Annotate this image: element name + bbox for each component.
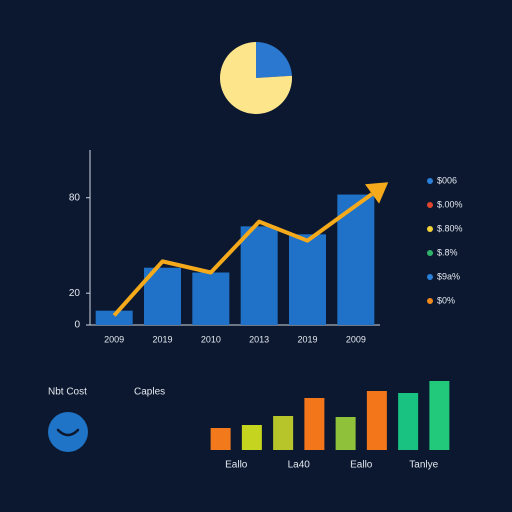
x-tick-label: La40: [288, 460, 311, 471]
legend-label: $.8%: [437, 247, 458, 257]
x-tick-label: 2019: [152, 334, 172, 344]
legend-label: $0%: [437, 295, 455, 305]
bar: [240, 226, 278, 325]
pie-slice: [256, 42, 292, 78]
x-tick-label: 2010: [201, 334, 221, 344]
bar: [429, 381, 450, 450]
legend-swatch: [427, 202, 433, 208]
icon-smile: [56, 428, 80, 437]
y-tick-label: 20: [69, 288, 81, 299]
label: Nbt Cost: [48, 387, 87, 398]
bar: [95, 310, 133, 325]
legend-swatch: [427, 178, 433, 184]
legend-swatch: [427, 226, 433, 232]
line: [112, 204, 358, 317]
x-tick-label: 2013: [249, 334, 269, 344]
legend-label: $9a%: [437, 271, 460, 281]
legend-label: $006: [437, 175, 457, 185]
pie-slice: [220, 42, 292, 114]
icon: [48, 412, 88, 452]
x-tick-label: Eallo: [225, 460, 248, 471]
legend-swatch: [427, 298, 433, 304]
arrow-shaft: [354, 192, 374, 208]
y-tick-label: 80: [69, 192, 81, 203]
x-tick-label: 2009: [346, 334, 366, 344]
bar: [335, 417, 356, 450]
legend-swatch: [427, 250, 433, 256]
bar: [210, 428, 231, 450]
legend-label: $.80%: [437, 223, 463, 233]
arrow-head: [364, 182, 389, 204]
bar: [289, 234, 326, 325]
bar: [366, 391, 387, 450]
x-tick-label: Tanlye: [409, 460, 438, 471]
legend-swatch: [427, 274, 433, 280]
y-tick-label: 0: [74, 320, 80, 331]
label: Caples: [134, 387, 165, 398]
x-tick-label: 2009: [104, 334, 124, 344]
bar: [241, 425, 262, 450]
bar: [304, 398, 325, 450]
bar: [398, 393, 419, 450]
legend-label: $.00%: [437, 199, 463, 209]
bar: [192, 272, 230, 325]
x-tick-label: Eallo: [350, 460, 373, 471]
x-tick-label: 2019: [297, 334, 317, 344]
bar: [273, 416, 294, 450]
